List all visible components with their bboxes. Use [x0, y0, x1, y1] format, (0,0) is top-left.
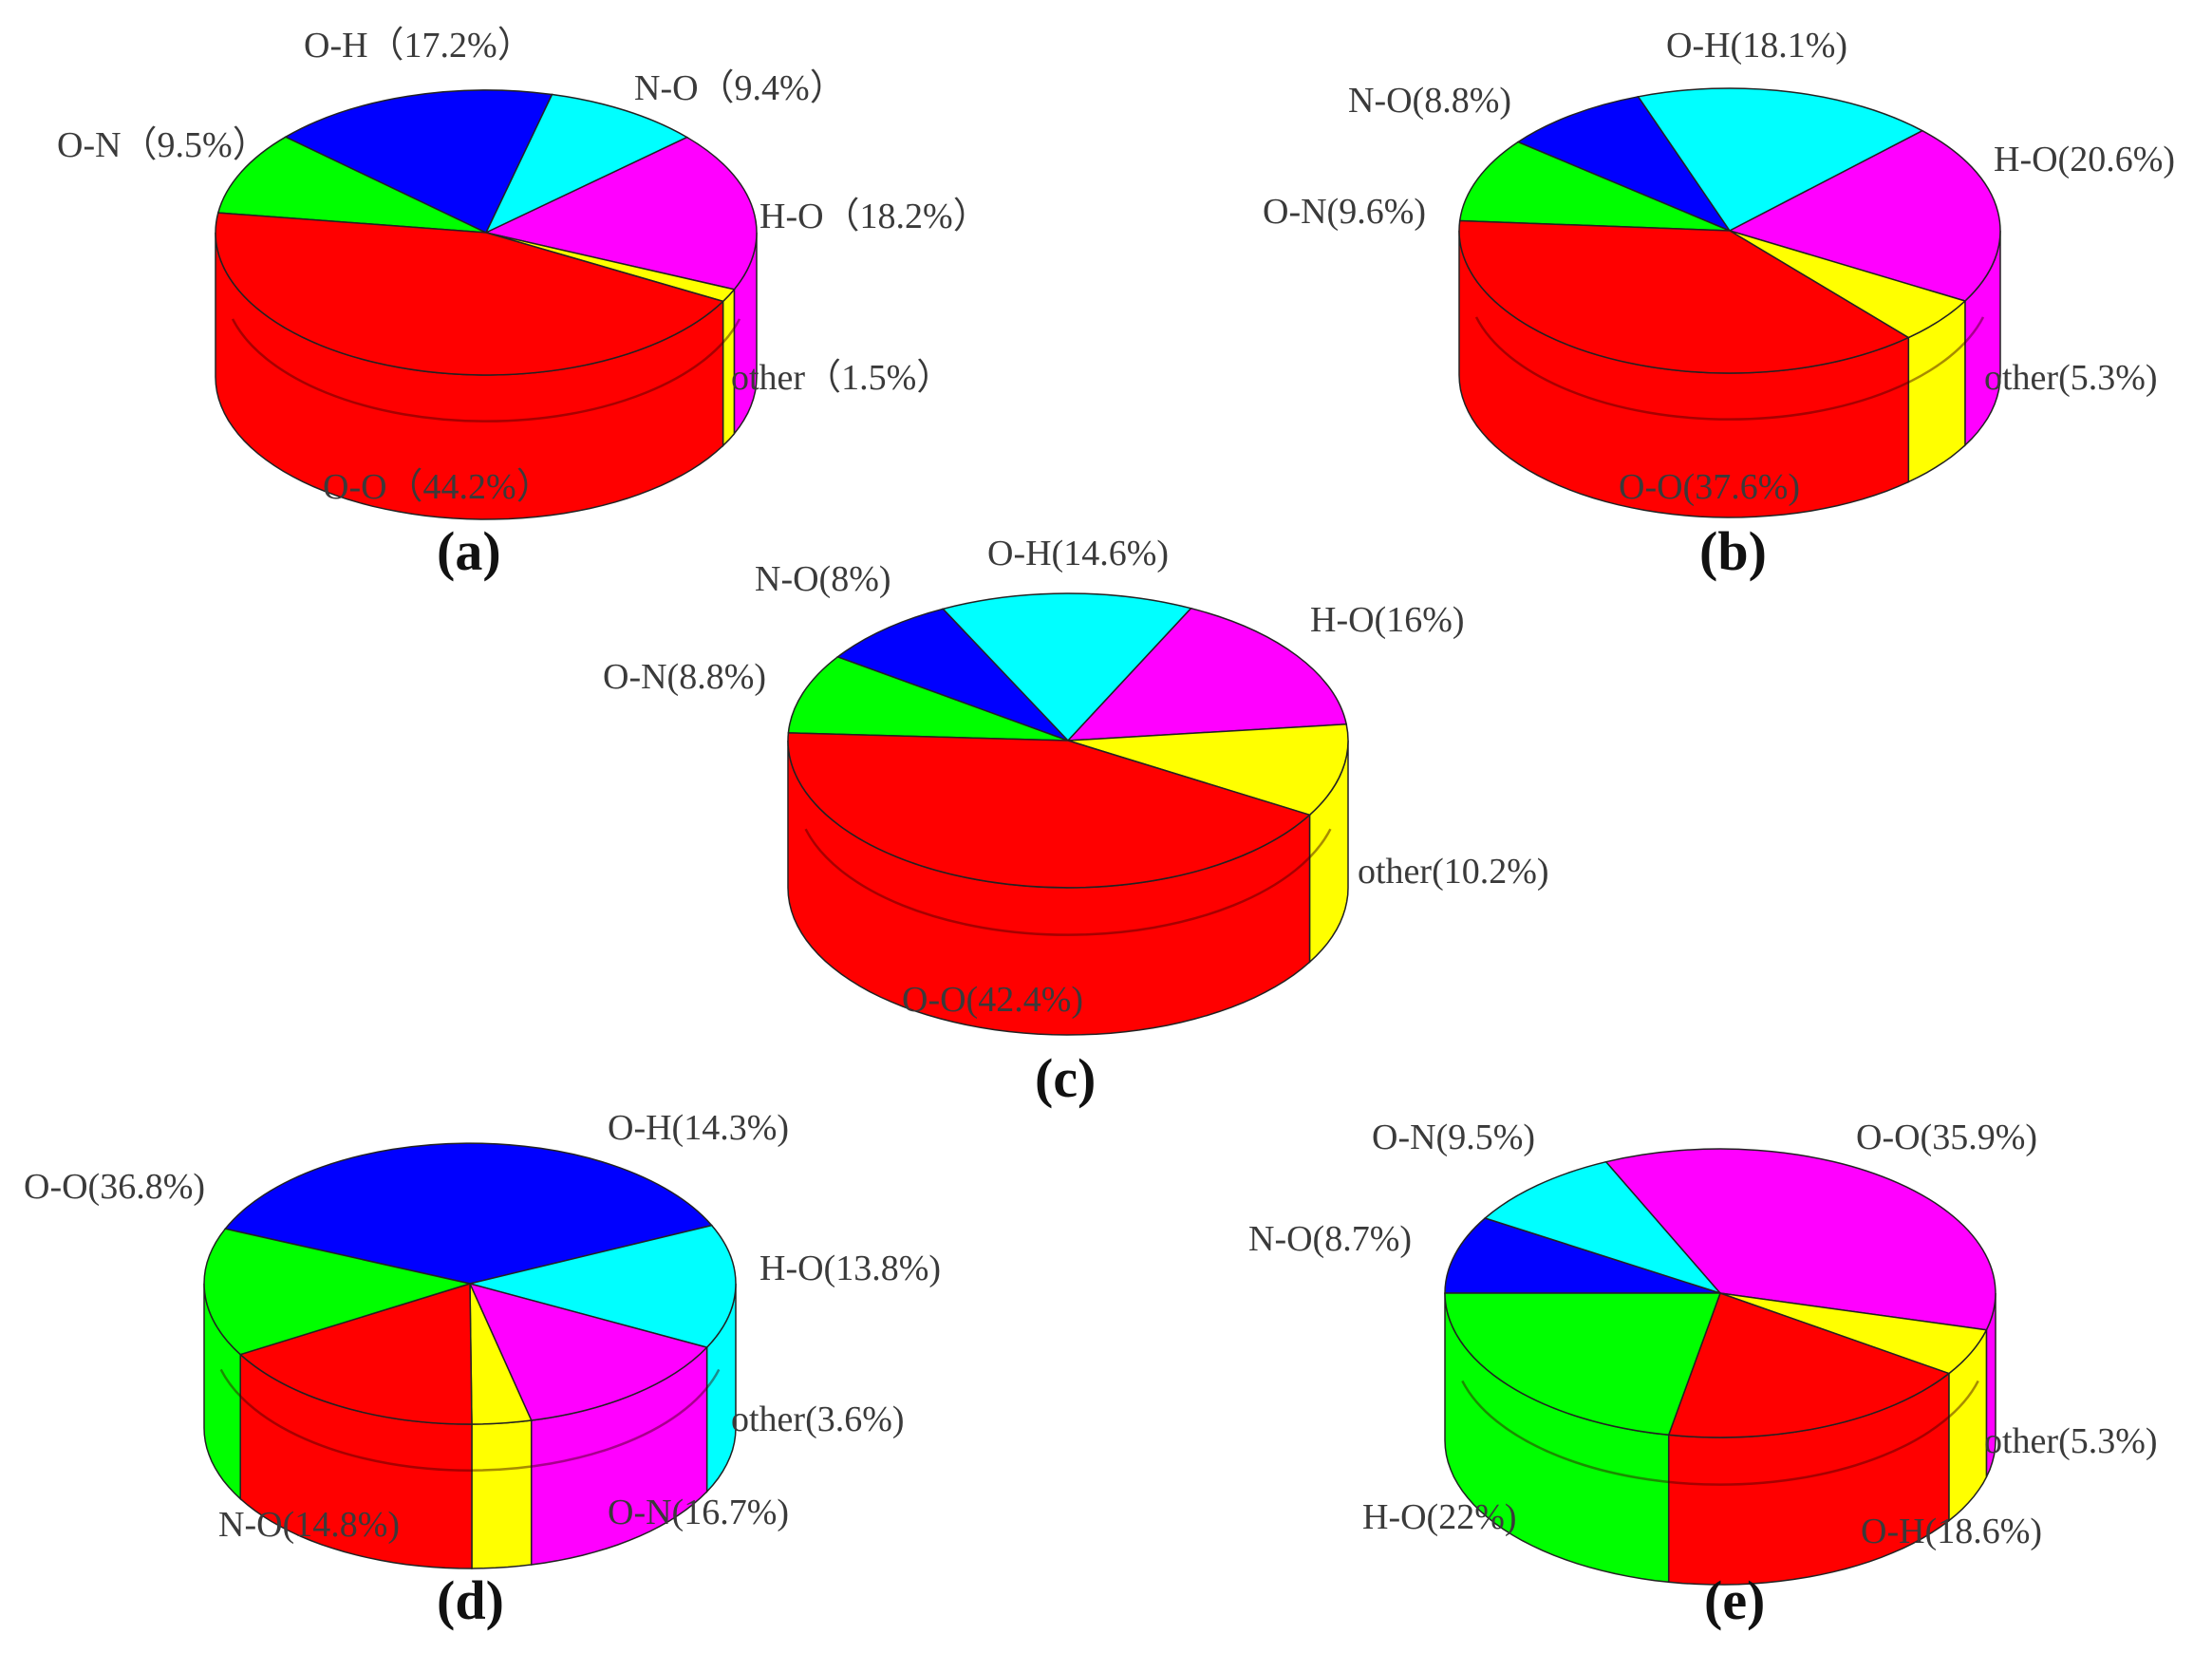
- panel-label: (d): [437, 1569, 504, 1631]
- slice-label-H-O: H-O(20.6%): [1994, 140, 2175, 179]
- slice-label-O-O: O-O(36.8%): [24, 1167, 205, 1207]
- pie-chart-b: O-N(9.6%) N-O(8.8%) O-H(18.1%) H-O(20.6%) ot…: [1263, 26, 2175, 582]
- slice-label-N-O: N-O（9.4%）: [634, 68, 846, 108]
- slice-label-O-H: O-H(14.3%): [608, 1108, 789, 1148]
- slice-label-N-O: N-O(8%): [755, 559, 891, 599]
- pie-slice-N-O: [835, 608, 1069, 742]
- pie-slice-O-O: [215, 212, 725, 376]
- slice-label-O-H: O-H(18.6%): [1861, 1512, 2042, 1551]
- slice-label-O-O: O-O(42.4%): [902, 980, 1083, 1020]
- slice-label-O-O: O-O(35.9%): [1856, 1118, 2037, 1157]
- pie-slice-O-N: [787, 655, 1069, 742]
- pie-shading-arc: [1474, 316, 1985, 421]
- pie-slice-O-H: [469, 1224, 737, 1348]
- pie-slice-O-N: [1458, 141, 1731, 232]
- pie-slice-N-O: [203, 1228, 473, 1356]
- pie-chart-e: N-O(8.7%) O-N(9.5%) O-O(35.9%) other(5.3%) O…: [1248, 1118, 2158, 1631]
- pie-slice-O-H: [1637, 87, 1924, 232]
- pie-slice-O-N: [1483, 1160, 1723, 1295]
- slice-label-O-H: O-H(14.6%): [987, 534, 1169, 573]
- pie-slice-O-N: [238, 1282, 473, 1425]
- panel-label: (e): [1704, 1569, 1765, 1631]
- slice-label-O-N: O-N(8.8%): [603, 657, 766, 697]
- pie-slice-other: [1067, 723, 1349, 817]
- slice-label-O-N: O-N(16.7%): [608, 1493, 789, 1532]
- slice-label-O-H: O-H（17.2%）: [304, 26, 534, 66]
- pie-shading-arc: [1461, 1380, 1979, 1486]
- pie-slice-O-H: [941, 592, 1192, 742]
- pie-shading-arc: [219, 1368, 721, 1472]
- pie-slice-H-O: [1728, 129, 2001, 302]
- slice-label-O-O: O-O（44.2%）: [323, 467, 553, 507]
- pie-chart-c: O-N(8.8%) N-O(8%) O-H(14.6%) H-O(16%) other(…: [603, 534, 1549, 1109]
- slice-label-N-O: N-O(14.8%): [218, 1505, 400, 1545]
- pie-slice-N-O: [484, 93, 689, 235]
- pie-chart-d: O-O(36.8%) O-H(14.3%) H-O(13.8%) other(3.6%…: [24, 1108, 941, 1631]
- pie-side-other: [471, 1419, 533, 1569]
- pie-shading-arc: [231, 318, 741, 423]
- slice-label-H-O: H-O(13.8%): [759, 1249, 941, 1288]
- slice-label-O-H: O-H(18.1%): [1666, 26, 1847, 66]
- pie-slice-N-O: [1516, 95, 1733, 233]
- slice-label-O-N: O-N（9.5%）: [57, 125, 269, 165]
- panel-label: (b): [1699, 520, 1767, 582]
- pie-shading-arc: [804, 828, 1332, 936]
- pie-slice-O-H: [1667, 1292, 1951, 1438]
- slice-label-other: other(5.3%): [1984, 1421, 2158, 1461]
- slice-label-N-O: N-O(8.8%): [1348, 81, 1511, 121]
- panel-label: (c): [1035, 1047, 1096, 1109]
- pie-slice-O-O: [223, 1142, 714, 1285]
- slice-label-other: other(3.6%): [731, 1399, 905, 1439]
- pie-slice-H-O: [1444, 1292, 1722, 1437]
- pie-slice-O-O: [1604, 1148, 1996, 1331]
- slice-label-N-O: N-O(8.7%): [1248, 1219, 1412, 1259]
- slice-label-O-O: O-O(37.6%): [1619, 467, 1800, 507]
- slice-label-O-N: O-N(9.5%): [1372, 1118, 1535, 1157]
- pie-slice-O-O: [1458, 219, 1910, 374]
- pie-slice-O-O: [787, 732, 1311, 889]
- pie-slice-H-O: [1066, 607, 1348, 742]
- slice-label-O-N: O-N(9.6%): [1263, 192, 1426, 232]
- pie-slice-H-O: [483, 136, 758, 291]
- pie-slice-O-H: [284, 89, 553, 234]
- slice-label-H-O: H-O（18.2%）: [759, 197, 989, 236]
- pie-slice-H-O: [468, 1282, 709, 1421]
- panel-label: (a): [437, 520, 501, 582]
- slice-label-other: other(5.3%): [1984, 358, 2158, 398]
- slice-label-other: other(10.2%): [1358, 852, 1549, 892]
- slice-label-H-O: H-O(22%): [1362, 1497, 1517, 1537]
- slice-label-H-O: H-O(16%): [1310, 600, 1465, 640]
- pie-slice-O-N: [216, 136, 487, 234]
- pie-chart-a: O-N（9.5%） O-H（17.2%） N-O（9.4%） H-O（18.2%） ot…: [57, 26, 989, 582]
- pie-slice-N-O: [1444, 1217, 1721, 1294]
- slice-label-other: other（1.5%）: [731, 358, 952, 398]
